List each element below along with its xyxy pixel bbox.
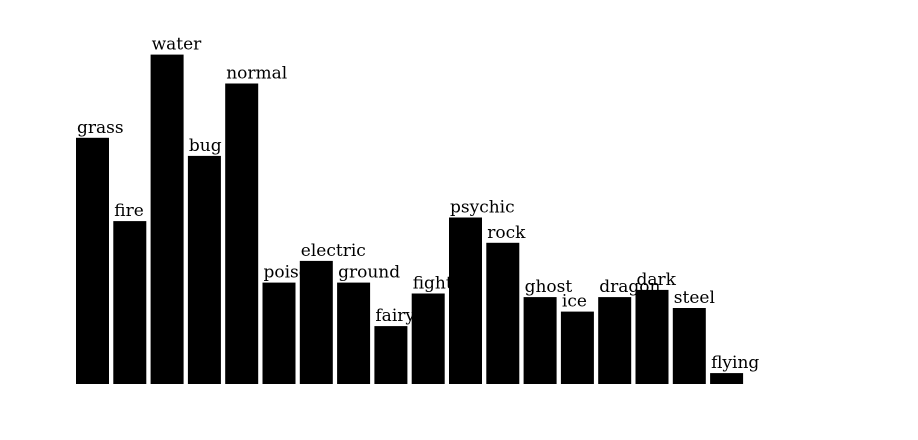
bars-group	[76, 54, 744, 384]
bar-fighting	[411, 293, 445, 384]
bar-label-fairy: fairy	[375, 306, 415, 326]
bar-dragon	[598, 297, 632, 384]
bar-label-dragon: dragon	[599, 277, 660, 297]
bar-ghost	[523, 297, 557, 384]
bar-dark	[635, 289, 669, 384]
bar-label-fire: fire	[114, 201, 144, 221]
bar-poison	[262, 282, 296, 384]
bar-fire	[113, 221, 147, 384]
bar-label-normal: normal	[226, 64, 287, 84]
bar-label-dark: dark	[637, 270, 677, 290]
bar-fairy	[374, 326, 408, 384]
bar-label-ghost: ghost	[525, 277, 573, 297]
bar-ice	[560, 311, 594, 384]
bar-electric	[299, 260, 333, 384]
bar-grass	[76, 137, 109, 384]
bar-label-electric: electric	[301, 241, 366, 261]
bar-rock	[486, 242, 520, 384]
bar-ground	[337, 282, 371, 384]
bar-bug	[187, 155, 221, 384]
bar-water	[150, 54, 184, 384]
bar-label-rock: rock	[487, 223, 526, 243]
bar-label-ground: ground	[338, 263, 400, 283]
bar-label-water: water	[152, 35, 203, 55]
bar-label-flying: flying	[711, 353, 759, 373]
bar-psychic	[449, 217, 482, 384]
bar-labels-group: grass fire water bug normal poisonelectricgro…	[77, 35, 759, 374]
bar-label-steel: steel	[674, 288, 715, 308]
bar-label-psychic: psychic	[450, 198, 515, 218]
bar-label-ice: ice	[562, 292, 587, 312]
bar-label-fighting: fighting	[413, 274, 480, 294]
bar-label-bug: bug	[189, 136, 222, 156]
bar-normal	[225, 83, 259, 384]
bar-label-grass: grass	[77, 118, 124, 138]
bar-steel	[672, 308, 706, 384]
bar-label-poison: poison	[264, 263, 321, 283]
bar-flying	[710, 373, 744, 384]
